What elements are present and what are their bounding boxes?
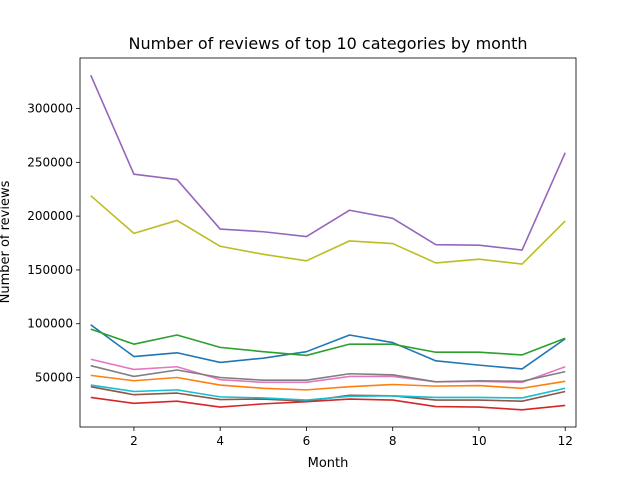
x-axis-title: Month: [308, 456, 349, 471]
y-tick-label: 100000: [27, 317, 73, 331]
series-line-9: [90, 195, 566, 265]
y-axis: 50000 100000 150000 200000 250000 300000: [27, 102, 80, 385]
y-tick-label: 250000: [27, 155, 73, 169]
x-tick-label: 4: [216, 434, 224, 448]
x-tick-label: 8: [389, 434, 397, 448]
series-line-2: [90, 374, 566, 391]
y-tick-label: 50000: [35, 371, 73, 385]
series-line-1: [90, 324, 566, 370]
chart-title: Number of reviews of top 10 categories b…: [128, 34, 527, 53]
series-line-4: [90, 396, 566, 411]
plot-frame: [79, 57, 577, 428]
x-tick-label: 10: [471, 434, 486, 448]
x-tick-label: 6: [303, 434, 311, 448]
x-tick-label: 2: [130, 434, 138, 448]
x-tick-label: 12: [558, 434, 573, 448]
y-tick-label: 300000: [27, 102, 73, 116]
series-line-3: [90, 328, 566, 357]
y-axis-title: Number of reviews: [0, 180, 13, 303]
series-lines: [90, 74, 566, 411]
y-tick-label: 150000: [27, 263, 73, 277]
series-line-5: [90, 74, 566, 251]
x-axis: 2 4 6 8 10 12: [130, 427, 573, 448]
y-tick-label: 200000: [27, 209, 73, 223]
series-line-8: [90, 364, 566, 383]
series-line-10: [90, 384, 566, 401]
